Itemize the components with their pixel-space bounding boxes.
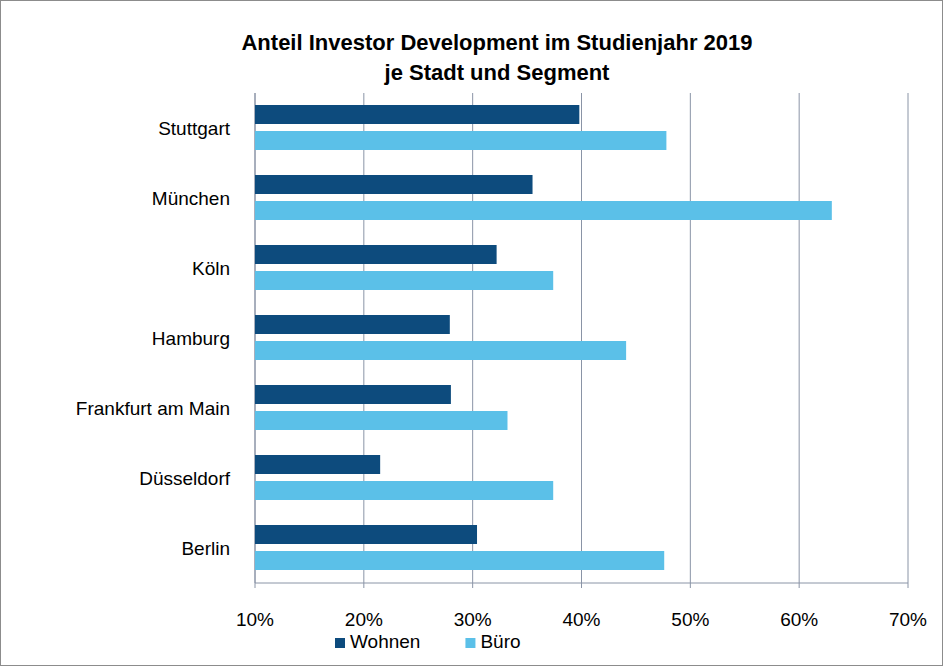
- category-label: München: [152, 188, 230, 209]
- chart-border: [1, 1, 943, 666]
- tick-mark: [472, 583, 473, 588]
- grid-line: [363, 93, 364, 583]
- category-label: Düsseldorf: [139, 468, 231, 489]
- category-label: Frankfurt am Main: [76, 398, 230, 419]
- chart: Anteil Investor Development im Studienja…: [0, 0, 943, 666]
- bar: [255, 455, 380, 474]
- tick-mark: [690, 583, 691, 588]
- legend-swatch: [465, 638, 475, 648]
- tick-label: 60%: [780, 609, 818, 630]
- tick-label: 50%: [671, 609, 709, 630]
- grid-line: [690, 93, 691, 583]
- grid-line: [255, 93, 256, 583]
- grid-line: [799, 93, 800, 583]
- legend-label: Wohnen: [350, 631, 420, 652]
- bar: [255, 201, 832, 220]
- tick-label: 70%: [889, 609, 927, 630]
- grid-line: [581, 93, 582, 583]
- tick-label: 10%: [236, 609, 274, 630]
- tick-mark: [255, 583, 256, 588]
- bars: [255, 105, 832, 570]
- bar: [255, 271, 553, 290]
- bar: [255, 551, 664, 570]
- tick-mark: [908, 583, 909, 588]
- tick-label: 20%: [345, 609, 383, 630]
- category-label: Stuttgart: [158, 118, 231, 139]
- category-label: Hamburg: [152, 328, 230, 349]
- bar: [255, 105, 579, 124]
- legend-label: Büro: [480, 631, 520, 652]
- category-label: Berlin: [181, 538, 230, 559]
- grid-line: [908, 93, 909, 583]
- category-label: Köln: [192, 258, 230, 279]
- bar: [255, 175, 533, 194]
- title: Anteil Investor Development im Studienja…: [241, 30, 752, 85]
- bar: [255, 315, 450, 334]
- tick-label: 30%: [454, 609, 492, 630]
- bar: [255, 481, 553, 500]
- bar: [255, 385, 451, 404]
- y-axis: [255, 93, 256, 583]
- tick-mark: [799, 583, 800, 588]
- grid-line: [472, 93, 473, 583]
- title-line: je Stadt und Segment: [384, 60, 611, 85]
- x-axis: [255, 583, 908, 584]
- bar: [255, 245, 497, 264]
- tick-mark: [363, 583, 364, 588]
- bar: [255, 131, 666, 150]
- bar: [255, 411, 507, 430]
- bar: [255, 341, 626, 360]
- tick-label: 40%: [562, 609, 600, 630]
- title-line: Anteil Investor Development im Studienja…: [241, 30, 752, 55]
- bar: [255, 525, 477, 544]
- tick-mark: [581, 583, 582, 588]
- legend-swatch: [335, 638, 345, 648]
